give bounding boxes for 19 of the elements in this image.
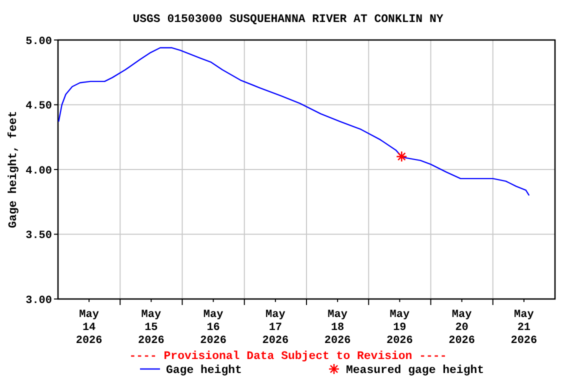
y-tick-label: 3.00 bbox=[26, 294, 52, 307]
legend-label: Measured gage height bbox=[346, 364, 484, 377]
y-tick-label: 4.00 bbox=[26, 165, 52, 178]
x-tick-label: May 20 2026 bbox=[448, 309, 476, 347]
x-tick-label: May 19 2026 bbox=[386, 309, 413, 347]
x-tick-label: May 21 2026 bbox=[510, 309, 538, 347]
y-axis-title: Gage height, feet bbox=[7, 110, 20, 228]
line-series bbox=[58, 47, 530, 196]
x-tick-label: May 18 2026 bbox=[324, 309, 351, 347]
x-tick-label: May 17 2026 bbox=[262, 309, 289, 347]
legend-label: Gage height bbox=[166, 364, 242, 377]
y-tick-label: 4.50 bbox=[26, 100, 52, 113]
text: ---- Provisional Data Subject to Revision ---- bbox=[129, 350, 447, 363]
x-tick-label: May 16 2026 bbox=[200, 309, 227, 347]
y-tick-label: 3.50 bbox=[26, 230, 52, 242]
chart-title: USGS 01503000 SUSQUEHANNA RIVER AT CONKLIN NY bbox=[132, 13, 444, 26]
x-tick-label: May 14 2026 bbox=[76, 309, 102, 347]
x-tick-label: May 15 2026 bbox=[138, 309, 164, 347]
y-tick-label: 5.00 bbox=[26, 36, 52, 48]
